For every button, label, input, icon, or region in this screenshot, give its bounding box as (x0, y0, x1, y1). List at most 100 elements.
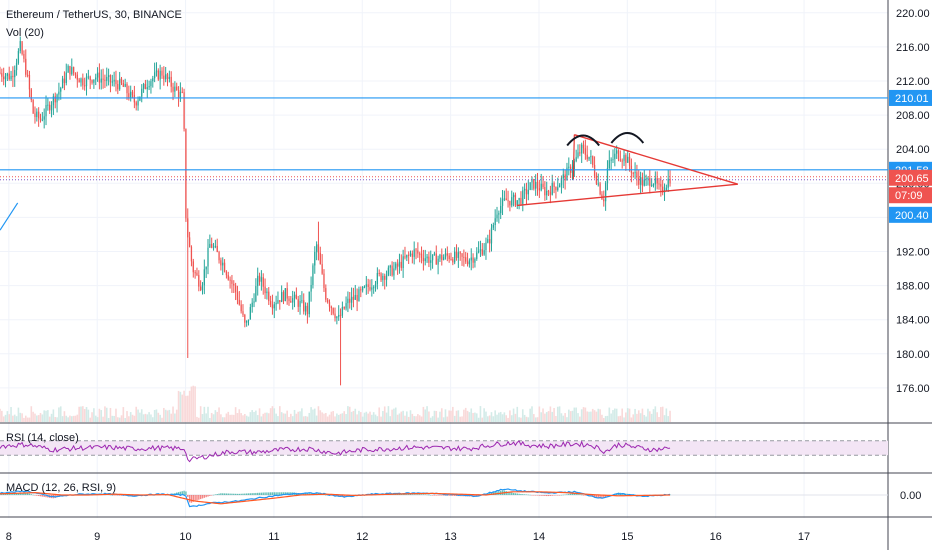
candle-body[interactable] (396, 263, 399, 267)
candle-body[interactable] (662, 186, 664, 193)
candle-body[interactable] (649, 178, 651, 186)
candle-body[interactable] (417, 250, 419, 254)
candle-body[interactable] (562, 174, 564, 179)
candle-body[interactable] (468, 260, 471, 265)
candle-body[interactable] (325, 288, 327, 300)
candle-body[interactable] (58, 91, 60, 95)
candle-body[interactable] (422, 257, 425, 262)
candle-body[interactable] (558, 185, 561, 188)
candle-body[interactable] (130, 91, 132, 98)
candle-body[interactable] (603, 199, 605, 202)
candle-body[interactable] (315, 244, 318, 252)
candle-body[interactable] (106, 76, 108, 81)
candle-body[interactable] (492, 224, 494, 228)
candle-body[interactable] (166, 74, 169, 80)
candle-body[interactable] (415, 249, 417, 251)
candle-body[interactable] (181, 91, 183, 93)
signal-line[interactable] (0, 491, 671, 505)
candle-body[interactable] (34, 113, 36, 118)
candle-body[interactable] (188, 237, 191, 247)
candle-body[interactable] (262, 277, 264, 287)
candle-body[interactable] (358, 289, 360, 302)
candle-body[interactable] (312, 265, 314, 285)
candle-body[interactable] (260, 277, 263, 282)
candle-body[interactable] (211, 243, 213, 248)
candle-body[interactable] (159, 70, 161, 80)
candle-body[interactable] (448, 255, 450, 260)
candle-body[interactable] (610, 159, 612, 161)
candle-body[interactable] (257, 275, 259, 287)
candle-body[interactable] (338, 314, 340, 317)
candle-body[interactable] (28, 74, 31, 90)
candle-body[interactable] (229, 279, 231, 281)
candle-body[interactable] (463, 256, 465, 258)
candle-body[interactable] (371, 287, 373, 290)
candle-body[interactable] (584, 148, 587, 155)
candle-body[interactable] (246, 320, 248, 323)
candle-body[interactable] (43, 116, 45, 120)
candle-body[interactable] (571, 169, 574, 173)
candle-body[interactable] (104, 79, 106, 81)
candle-body[interactable] (282, 292, 285, 302)
candle-body[interactable] (619, 159, 621, 161)
candle-body[interactable] (378, 272, 380, 274)
candle-body[interactable] (507, 200, 509, 202)
candle-body[interactable] (579, 152, 581, 154)
candle-body[interactable] (227, 275, 229, 280)
candle-body[interactable] (614, 153, 616, 160)
candle-body[interactable] (139, 96, 141, 101)
candle-body[interactable] (599, 183, 601, 195)
candle-body[interactable] (304, 305, 307, 312)
candle-body[interactable] (87, 76, 90, 78)
candle-body[interactable] (41, 119, 43, 121)
candle-body[interactable] (3, 76, 5, 80)
candle-body[interactable] (546, 190, 548, 196)
candle-body[interactable] (292, 298, 294, 303)
candle-body[interactable] (527, 189, 529, 195)
candle-body[interactable] (91, 80, 93, 83)
shoulder-arc[interactable] (566, 134, 600, 147)
candle-body[interactable] (85, 76, 88, 87)
candle-body[interactable] (177, 89, 180, 98)
candle-body[interactable] (501, 198, 504, 206)
candle-body[interactable] (297, 299, 299, 307)
candle-body[interactable] (1, 73, 3, 77)
candle-body[interactable] (327, 299, 329, 303)
candle-body[interactable] (573, 161, 575, 170)
candle-body[interactable] (150, 81, 152, 87)
candle-body[interactable] (512, 194, 515, 198)
candle-body[interactable] (334, 313, 336, 319)
candle-body[interactable] (74, 72, 77, 75)
candle-body[interactable] (176, 86, 178, 90)
triangle-side-line[interactable] (572, 134, 575, 180)
candle-body[interactable] (89, 76, 91, 81)
candle-body[interactable] (627, 156, 629, 163)
candle-body[interactable] (284, 288, 286, 302)
candle-body[interactable] (529, 182, 531, 190)
candle-body[interactable] (551, 182, 553, 195)
candle-body[interactable] (244, 314, 246, 323)
candle-body[interactable] (380, 273, 382, 281)
candle-body[interactable] (190, 246, 193, 262)
candle-body[interactable] (538, 188, 540, 191)
candle-body[interactable] (303, 300, 305, 312)
candle-body[interactable] (557, 187, 559, 191)
candle-body[interactable] (623, 155, 625, 161)
candle-body[interactable] (514, 194, 517, 206)
candle-body[interactable] (641, 177, 644, 186)
candle-body[interactable] (30, 89, 32, 100)
candle-body[interactable] (12, 75, 14, 78)
candle-body[interactable] (446, 253, 448, 256)
candle-body[interactable] (128, 93, 130, 98)
candle-body[interactable] (120, 78, 123, 84)
candle-body[interactable] (496, 214, 498, 219)
candle-body[interactable] (568, 166, 570, 168)
candle-body[interactable] (271, 304, 274, 309)
candle-body[interactable] (266, 291, 268, 294)
candle-body[interactable] (347, 298, 349, 304)
candle-body[interactable] (400, 261, 402, 269)
candle-body[interactable] (483, 250, 485, 255)
candle-body[interactable] (349, 298, 351, 303)
trend-line[interactable] (0, 202, 19, 231)
candle-body[interactable] (258, 275, 261, 282)
